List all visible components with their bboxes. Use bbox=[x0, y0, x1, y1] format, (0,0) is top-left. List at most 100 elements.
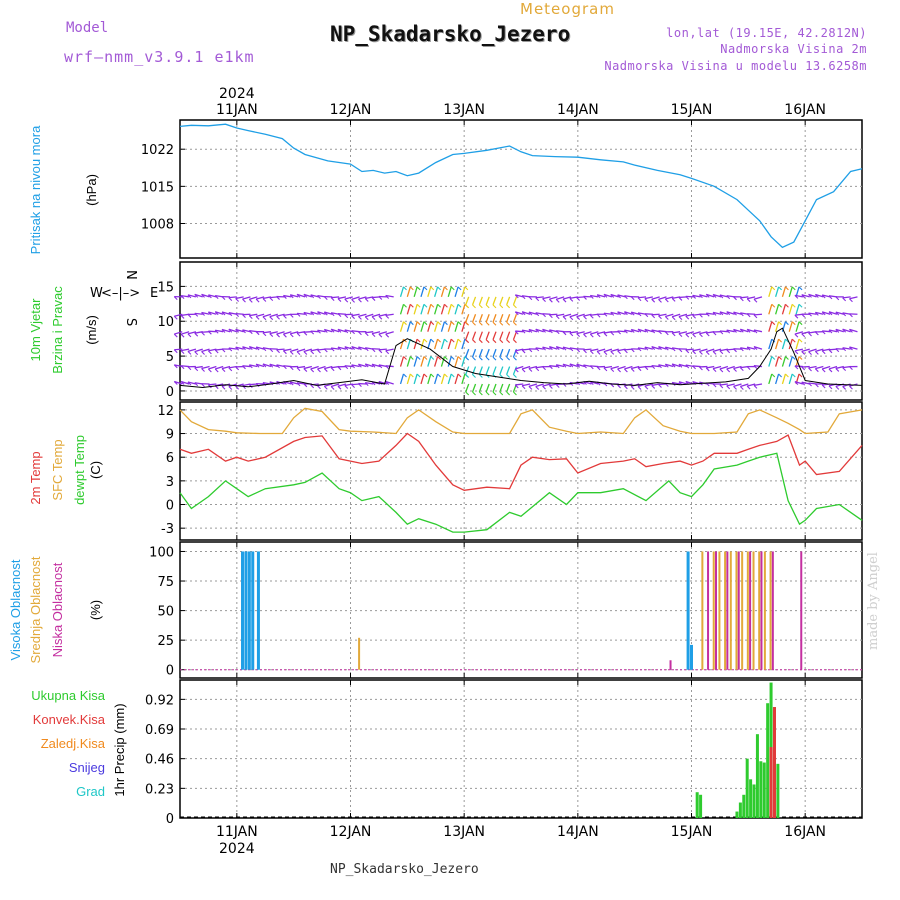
wind-barb-flag bbox=[589, 295, 594, 299]
wind-barb bbox=[351, 296, 360, 300]
wind-barb-flag bbox=[465, 374, 470, 378]
wind-barb bbox=[433, 356, 439, 367]
wind-barb bbox=[788, 373, 793, 385]
x-tick-label-bottom: 14JAN bbox=[557, 824, 599, 840]
wind-barb bbox=[413, 338, 418, 350]
wind-barb-flag bbox=[513, 339, 517, 344]
wind-barb bbox=[753, 364, 763, 368]
wind-barb bbox=[549, 296, 558, 300]
wind-barb-flag bbox=[283, 365, 287, 370]
altitude-label: Nadmorska Visina 2m bbox=[720, 42, 867, 56]
wind-barb bbox=[719, 383, 728, 386]
wind-barb bbox=[712, 293, 722, 298]
wind-barb-flag bbox=[283, 350, 287, 355]
wind-barb-flag bbox=[358, 346, 362, 351]
wind-barb bbox=[478, 348, 483, 358]
wind-barb-flag bbox=[385, 333, 390, 338]
wind-barb-flag bbox=[187, 366, 192, 371]
wind-barb bbox=[808, 331, 817, 334]
wind-barb-flag bbox=[798, 338, 803, 343]
y-tick-label: 100 bbox=[149, 545, 174, 560]
wind-barb bbox=[624, 365, 633, 370]
wind-barb-flag bbox=[753, 346, 758, 351]
wind-barb bbox=[562, 313, 572, 318]
wind-barb bbox=[324, 383, 333, 387]
wind-barb-flag bbox=[296, 312, 301, 317]
wind-barb bbox=[433, 304, 439, 315]
wind-barb bbox=[303, 365, 313, 370]
wind-barb-flag bbox=[726, 311, 731, 316]
wind-barb-flag bbox=[828, 311, 833, 316]
wind-barb-flag bbox=[444, 356, 448, 360]
cloud-high-bar bbox=[241, 551, 245, 670]
wind-barb-flag bbox=[485, 321, 490, 326]
wind-barb-flag bbox=[283, 333, 287, 338]
pressure-axis-title: Pritisak na nivou mora bbox=[28, 125, 43, 254]
wind-barb-flag bbox=[678, 297, 683, 301]
precip-total-bar bbox=[738, 802, 742, 818]
wind-barb-flag bbox=[785, 373, 789, 378]
wind-barb-flag bbox=[423, 286, 428, 291]
wind-barb-flag bbox=[753, 298, 758, 303]
wind-barb bbox=[413, 356, 418, 367]
wind-barb bbox=[726, 383, 735, 387]
wind-barb-flag bbox=[409, 373, 414, 378]
y-tick-label: 15 bbox=[157, 280, 174, 295]
wind-barb bbox=[781, 356, 787, 367]
wind-barb-flag bbox=[791, 338, 796, 343]
wind-barb-flag bbox=[705, 293, 710, 298]
wind-barb bbox=[603, 331, 613, 334]
wind-barb-flag bbox=[303, 294, 308, 298]
wind-barb bbox=[528, 365, 538, 370]
wind-barb bbox=[672, 331, 681, 334]
wind-barb bbox=[801, 348, 810, 353]
wind-barb-flag bbox=[719, 294, 724, 299]
wind-barb bbox=[774, 373, 780, 385]
wind-barb-flag bbox=[242, 365, 246, 370]
lonlat-label: lon,lat (19.15E, 42.2812N) bbox=[666, 26, 867, 40]
wind-barb bbox=[296, 293, 306, 298]
wind-barb-flag bbox=[514, 294, 519, 299]
cloud-high-bar bbox=[690, 644, 693, 670]
wind-barb-flag bbox=[849, 346, 853, 351]
wind-barb bbox=[365, 363, 374, 368]
cloud-mid-bar bbox=[712, 551, 715, 670]
wind-barb bbox=[255, 296, 265, 300]
wind-barb bbox=[692, 365, 701, 368]
wind-barb bbox=[485, 331, 490, 340]
wind-barb-flag bbox=[678, 363, 683, 368]
wind-barb bbox=[828, 311, 838, 315]
wind-barb bbox=[726, 329, 735, 333]
wind-barb-flag bbox=[403, 303, 407, 308]
wind-barb-flag bbox=[358, 363, 362, 368]
wind-barb-flag bbox=[457, 286, 462, 291]
precip-legend-item: Zaledj.Kisa bbox=[41, 736, 106, 751]
wind-barb-flag bbox=[637, 367, 642, 372]
cloud-mid-bar bbox=[746, 551, 749, 670]
wind-barb-flag bbox=[535, 367, 540, 372]
wind-barb bbox=[358, 313, 367, 318]
wind-barb-flag bbox=[296, 367, 301, 372]
wind-barb bbox=[465, 383, 470, 393]
wind-barb-flag bbox=[771, 321, 776, 326]
wind-barb bbox=[596, 331, 606, 335]
wind-barb-flag bbox=[262, 298, 267, 302]
wind-barb-flag bbox=[514, 311, 519, 316]
wind-barb bbox=[406, 321, 411, 332]
wind-barb-flag bbox=[808, 382, 812, 387]
wind-barb-flag bbox=[437, 321, 442, 326]
wind-barb bbox=[692, 294, 701, 298]
wind-barb-flag bbox=[478, 321, 483, 326]
wind-barb-flag bbox=[235, 385, 240, 390]
wind-barb-flag bbox=[535, 347, 540, 352]
wind-barb bbox=[471, 314, 477, 323]
wind-barb-flag bbox=[555, 330, 560, 335]
cloud-low-axis-title: Niska Oblacnost bbox=[50, 562, 65, 657]
wind-barb bbox=[399, 356, 405, 367]
wind-barb-flag bbox=[221, 368, 226, 372]
wind-barb bbox=[753, 296, 763, 300]
wind-barb-flag bbox=[835, 348, 840, 353]
wind-barb-flag bbox=[603, 351, 608, 356]
wind-barb-flag bbox=[569, 347, 574, 352]
wind-barb-flag bbox=[794, 381, 799, 385]
